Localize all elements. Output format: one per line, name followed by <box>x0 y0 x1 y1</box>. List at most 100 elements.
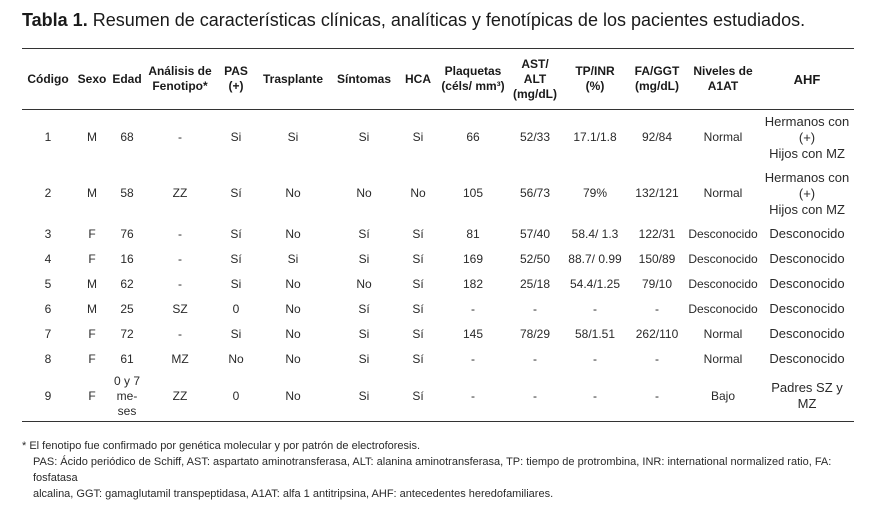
cell-text: (+) <box>798 129 816 145</box>
cell-text: F <box>88 251 96 266</box>
abbreviations-line-1: PAS: Ácido periódico de Schiff, AST: asp… <box>33 456 832 484</box>
column-header-text: Análisis de <box>148 64 212 78</box>
column-header-text: (mg/dL) <box>513 86 557 101</box>
cell-text: 66 <box>466 130 480 145</box>
cell-text: 5 <box>44 276 52 291</box>
cell-text: SZ <box>172 301 188 316</box>
cell-text: 150/89 <box>638 251 676 266</box>
table-cell: 0 y 7 me-ses <box>110 372 144 422</box>
table-cell: - <box>144 110 216 166</box>
table-cell: Desconocido <box>760 222 854 247</box>
column-header: Plaquetas (céls/ mm³) <box>438 49 508 110</box>
cell-text: Desconocido <box>769 301 845 316</box>
table-cell: 58/1.51 <box>562 322 628 347</box>
table-cell: F <box>74 347 110 372</box>
column-header: Trasplante <box>256 49 330 110</box>
cell-text: - <box>471 388 475 403</box>
table-notes: * El fenotipo fue confirmado por genétic… <box>22 438 862 502</box>
column-header-text: (mg/dL) <box>635 79 679 93</box>
table-cell: Hermanos con (+) Hijos con MZ <box>760 110 854 166</box>
table-cell: 61 <box>110 347 144 372</box>
cell-text: No <box>285 326 301 341</box>
column-header: Código <box>22 49 74 110</box>
column-header-text: AST/ <box>521 56 549 71</box>
cell-text: Normal <box>703 130 743 145</box>
column-header-text: (+) <box>228 79 244 93</box>
cell-text: 3 <box>44 226 52 241</box>
cell-text: 79% <box>582 186 608 200</box>
cell-text: Sí <box>358 301 370 316</box>
table-cell: 5 <box>22 272 74 297</box>
table-cell: Si <box>330 347 398 372</box>
cell-text: 169 <box>462 251 484 266</box>
table-cell: Desconocido <box>686 222 760 247</box>
table-cell: 262/110 <box>628 322 686 347</box>
cell-text: MZ <box>171 351 189 366</box>
cell-text: - <box>533 351 537 366</box>
table-cell: Sí <box>398 322 438 347</box>
cell-text: Sí <box>358 226 370 241</box>
cell-text: 61 <box>120 351 134 366</box>
table-cell: No <box>330 272 398 297</box>
column-header: HCA <box>398 49 438 110</box>
table-cell: Desconocido <box>760 272 854 297</box>
table-row: 9 F 0 y 7 me-ses ZZ 0 No Si Sí - - - - Bajo Padres SZ … <box>22 372 854 422</box>
cell-text: (+) <box>798 185 816 201</box>
cell-text: 25 <box>120 301 134 316</box>
cell-text: Si <box>230 130 242 145</box>
table-cell: 0 <box>216 297 256 322</box>
cell-text: 79/10 <box>641 276 673 291</box>
column-header-text: A1AT <box>707 79 739 93</box>
column-header-text: (%) <box>585 79 605 93</box>
table-cell: Sí <box>216 166 256 222</box>
table-cell: 66 <box>438 110 508 166</box>
cell-text: Si <box>230 326 242 341</box>
cell-text: - <box>533 388 537 403</box>
cell-text: Si <box>358 130 370 145</box>
cell-text: Desconocido <box>688 301 758 316</box>
cell-text: 57/40 <box>519 226 551 241</box>
table-cell: 3 <box>22 222 74 247</box>
table-cell: Sí <box>216 222 256 247</box>
cell-text: F <box>88 388 96 403</box>
table-cell: - <box>144 222 216 247</box>
table-cell: 79% <box>562 166 628 222</box>
cell-text: M <box>87 301 97 316</box>
column-header: Análisis de Fenotipo* <box>144 49 216 110</box>
cell-text: 68 <box>120 130 134 145</box>
table-number: Tabla 1. <box>22 10 88 30</box>
cell-text: No <box>285 388 301 403</box>
table-cell: 150/89 <box>628 247 686 272</box>
column-header-text: Plaquetas <box>444 64 502 78</box>
cell-text: Desconocido <box>688 276 758 291</box>
cell-text: 132/121 <box>635 186 679 200</box>
cell-text: - <box>178 226 182 241</box>
table-cell: No <box>256 272 330 297</box>
column-header: Síntomas <box>330 49 398 110</box>
cell-text: 16 <box>120 251 134 266</box>
cell-text: Sí <box>412 388 424 403</box>
table-cell: - <box>438 297 508 322</box>
cell-text: M <box>87 276 97 291</box>
table-body: 1 M 68- Si Si Si Si 66 52/33 17.1/1.8 92/84 Normal H… <box>22 110 854 422</box>
table-row: 3 F 76 - Sí No Sí Sí 81 57/40 58.4/ 1.3 122/31 Desco… <box>22 222 854 247</box>
cell-text: 62 <box>120 276 134 291</box>
column-header-text: TP/INR <box>575 64 615 78</box>
table-cell: 57/40 <box>508 222 562 247</box>
table-cell: Sí <box>398 247 438 272</box>
table-cell: 9 <box>22 372 74 422</box>
table-cell: Bajo <box>686 372 760 422</box>
abbreviations-line-2: alcalina, GGT: gamaglutamil transpeptida… <box>33 488 554 500</box>
table-cell: M <box>74 110 110 166</box>
table-cell: - <box>144 272 216 297</box>
cell-text: 0 <box>232 301 240 316</box>
cell-text: 81 <box>466 226 480 241</box>
cell-text: ZZ <box>172 186 188 200</box>
column-header-text: Trasplante <box>262 71 324 86</box>
cell-text: No <box>356 186 372 200</box>
table-cell: No <box>330 166 398 222</box>
table-cell: ZZ <box>144 372 216 422</box>
table-row: 6 M 25 SZ 0 No Sí Sí - - - - Desconocido Desconocido <box>22 297 854 322</box>
cell-text: No <box>285 276 301 291</box>
table-cell: Desconocido <box>760 347 854 372</box>
